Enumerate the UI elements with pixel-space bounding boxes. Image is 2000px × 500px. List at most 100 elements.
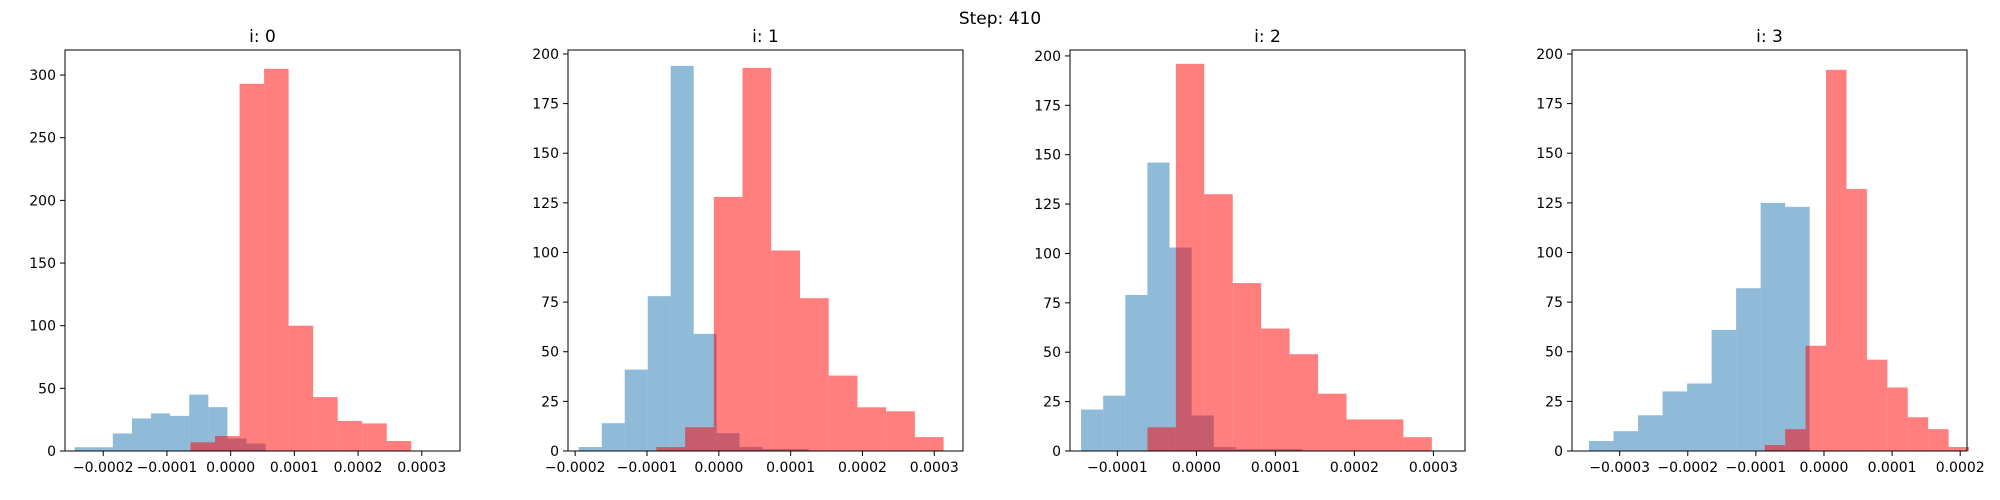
y-tick-label: 75: [1545, 295, 1563, 311]
x-tick-label: 0.0003: [910, 460, 959, 476]
x-tick-label: −0.0001: [137, 460, 198, 476]
histogram-bar: [1805, 345, 1827, 451]
histogram-bar: [313, 397, 338, 451]
x-tick-label: 0.0000: [206, 460, 255, 476]
x-tick-label: 0.0001: [270, 460, 319, 476]
subplot-0: i: 0 −0.0002 −0.0001 0.0000 0.0001 0.0002 0.00…: [29, 27, 461, 476]
y-tick-label: 175: [1034, 98, 1061, 114]
x-tick-label: −0.0001: [617, 460, 678, 476]
y-tick-label: 50: [1545, 345, 1563, 361]
y-tick-label: 75: [1043, 296, 1061, 312]
histogram-bar: [670, 65, 694, 451]
histogram-bar: [1846, 188, 1867, 452]
histogram-bar: [742, 67, 772, 451]
subplot-title: i: 3: [1756, 27, 1783, 47]
histogram-bar: [190, 442, 216, 451]
histogram-bar: [1948, 447, 1970, 451]
series-1-bars: [1764, 69, 1970, 452]
histogram-bar: [1662, 391, 1688, 451]
x-tick-label: 0.0002: [1936, 460, 1985, 476]
x-tick-label: −0.0002: [1657, 460, 1718, 476]
y-tick-label: 300: [29, 68, 56, 84]
histogram-bar: [189, 394, 209, 451]
y-tick-label: 150: [532, 146, 559, 162]
histogram-bar: [1736, 288, 1761, 451]
x-tick-label: 0.0002: [1330, 460, 1379, 476]
histogram-bar: [886, 411, 915, 451]
subplot-3: i: 3 −0.0003 −0.0002 −0.0001 0.0000 0.0001 0.0…: [1536, 27, 1984, 476]
histogram-bar: [647, 296, 671, 451]
y-tick-label: 0: [550, 444, 559, 460]
histogram-bar: [1103, 395, 1126, 451]
histogram-bar: [215, 435, 240, 451]
histogram-bar: [362, 423, 387, 451]
y-tick-label: 200: [1034, 49, 1061, 65]
x-tick-label: 0.0002: [334, 460, 383, 476]
series-1-bars: [1147, 63, 1432, 452]
y-tick-label: 50: [1043, 345, 1061, 361]
y-tick-label: 25: [1043, 395, 1061, 411]
histogram-bar: [74, 447, 94, 451]
series-0-bars: [1589, 202, 1810, 451]
y-tick-label: 50: [541, 345, 559, 361]
y-tick-label: 200: [1536, 47, 1563, 63]
histogram-bar: [1638, 415, 1663, 451]
x-tick-label: 0.0000: [1799, 460, 1848, 476]
histogram-bar: [656, 447, 686, 451]
y-tick-label: 75: [541, 295, 559, 311]
histogram-bar: [1289, 354, 1319, 451]
histogram-bar: [1125, 294, 1148, 451]
subplots-group: i: 0−0.0002 −0.0001 0.0000 0.0001 0.0002 0.00…: [29, 27, 1984, 476]
histogram-bar: [1261, 328, 1290, 451]
histogram-bar: [131, 418, 152, 451]
histogram-bar: [151, 413, 171, 451]
histogram-bar: [1147, 427, 1176, 451]
y-tick-label: 150: [1034, 148, 1061, 164]
y-tick-label: 250: [29, 131, 56, 147]
x-tick-label: −0.0001: [1087, 460, 1148, 476]
histogram-bar: [1687, 383, 1712, 451]
histogram-bar: [1907, 417, 1929, 451]
x-tick-label: 0.0003: [397, 460, 446, 476]
subplot-title: i: 0: [249, 27, 276, 47]
y-tick-label: 200: [29, 193, 56, 209]
histogram-bar: [264, 68, 289, 451]
subplot-title: i: 1: [752, 27, 779, 47]
histogram-bar: [624, 369, 648, 451]
y-tick-label: 25: [541, 394, 559, 410]
histogram-bar: [1760, 202, 1786, 451]
axes-frame: [567, 49, 964, 452]
histogram-bar: [799, 298, 829, 451]
histogram-bar: [693, 333, 717, 451]
x-tick-label: −0.0003: [1589, 460, 1650, 476]
histogram-bar: [578, 447, 602, 451]
histogram-bar: [1403, 437, 1432, 451]
y-tick-label: 175: [532, 97, 559, 113]
y-tick-label: 200: [532, 47, 559, 63]
histogram-bar: [337, 420, 363, 451]
histogram-bar: [1318, 393, 1347, 451]
y-tick-label: 125: [532, 196, 559, 212]
x-tick-label: −0.0002: [73, 460, 134, 476]
histogram-bar: [170, 415, 190, 451]
y-tick-label: 125: [1034, 197, 1061, 213]
histogram-bar: [1204, 194, 1233, 451]
axes-frame: [1571, 49, 1968, 452]
histogram-bar: [1374, 419, 1404, 451]
histogram-bar: [828, 375, 858, 451]
histogram-bar: [601, 423, 625, 451]
x-tick-label: 0.0003: [1409, 460, 1458, 476]
histogram-bar: [1764, 445, 1786, 451]
y-tick-label: 0: [1052, 444, 1061, 460]
x-tick-label: 0.0000: [694, 460, 743, 476]
y-tick-label: 0: [1554, 444, 1563, 460]
y-tick-label: 0: [47, 444, 56, 460]
histogram-bar: [1346, 419, 1375, 451]
series-1-bars: [190, 68, 412, 451]
y-tick-label: 100: [1034, 246, 1061, 262]
x-tick-label: 0.0001: [1251, 460, 1300, 476]
y-tick-label: 50: [38, 381, 56, 397]
histogram-bar: [771, 250, 800, 451]
histogram-bar: [1928, 429, 1949, 451]
figure-suptitle: Step: 410: [959, 9, 1041, 29]
